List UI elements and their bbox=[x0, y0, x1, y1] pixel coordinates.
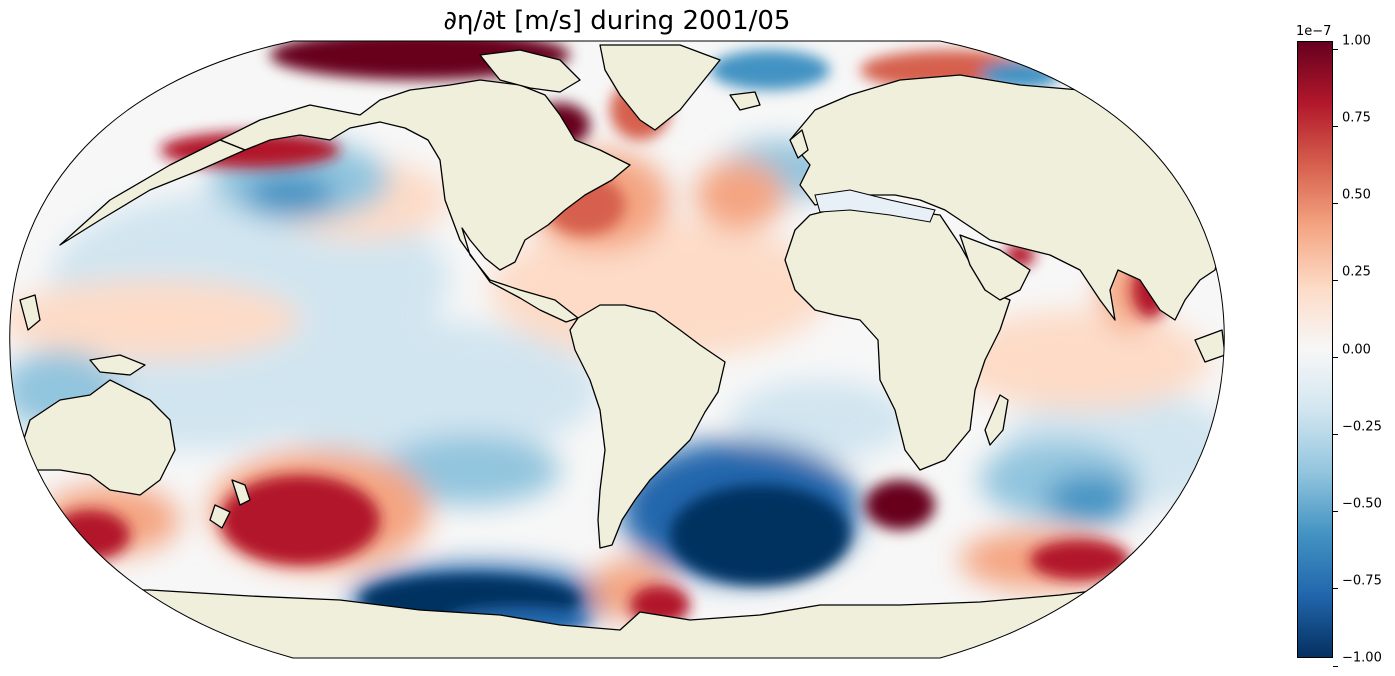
africa bbox=[784, 204, 1011, 471]
new-guinea bbox=[89, 354, 146, 376]
greenland bbox=[599, 44, 721, 131]
british-isles bbox=[789, 129, 809, 159]
land bbox=[9, 44, 1225, 658]
colorbar-tick-label: 0.50 bbox=[1333, 188, 1371, 210]
new-zealand bbox=[209, 479, 251, 529]
antarctica bbox=[9, 589, 1225, 658]
colorbar-tick-label: −0.50 bbox=[1333, 496, 1382, 519]
colorbar-tick-label: 0.75 bbox=[1333, 111, 1371, 133]
australia bbox=[21, 379, 176, 496]
mediterranean-sea bbox=[814, 189, 936, 223]
arctic-islands bbox=[479, 49, 581, 93]
anomaly-field bbox=[9, 140, 1225, 635]
colorbar-gradient bbox=[1298, 42, 1332, 657]
map-title: ∂η/∂t [m/s] during 2001/05 bbox=[443, 6, 791, 36]
arabian-peninsula bbox=[959, 234, 1031, 301]
colorbar-tick-label: −0.25 bbox=[1333, 419, 1382, 442]
colorbar-tick-label: 0.00 bbox=[1333, 342, 1371, 365]
globe bbox=[9, 41, 1225, 658]
madagascar bbox=[984, 394, 1009, 446]
colorbar-exponent: 1e−7 bbox=[1296, 24, 1332, 39]
colorbar-tick-label: 1.00 bbox=[1333, 34, 1371, 56]
world-map bbox=[9, 40, 1225, 659]
south-america bbox=[569, 304, 726, 549]
colorbar-tick-label: −0.75 bbox=[1333, 573, 1382, 596]
iceland bbox=[729, 91, 761, 111]
colorbar-tick-label: −1.00 bbox=[1333, 651, 1382, 673]
indonesia bbox=[1194, 329, 1225, 363]
philippines bbox=[19, 294, 41, 331]
colorbar bbox=[1297, 41, 1333, 658]
colorbar-tick-label: 0.25 bbox=[1333, 265, 1371, 287]
alaska bbox=[59, 139, 246, 246]
north-america bbox=[219, 79, 631, 323]
